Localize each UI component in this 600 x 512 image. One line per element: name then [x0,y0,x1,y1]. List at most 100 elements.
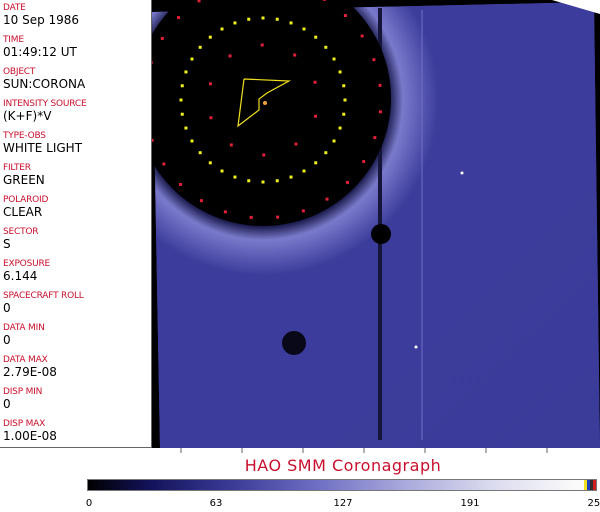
field-label: TYPE-OBS [3,131,46,141]
field-value: 1.00E-08 [3,429,57,443]
red-marker [313,80,317,84]
field-value: 0 [3,397,11,411]
colorbar-label: 0 [85,498,93,509]
occulter-disk [152,0,391,226]
field-label: POLAROID [3,195,49,205]
yellow-marker [338,126,342,130]
field-label: OBJECT [3,67,36,77]
field-label: INTENSITY SOURCE [3,99,87,109]
yellow-marker [289,21,293,25]
field-polaroid: POLAROID CLEAR [3,195,48,219]
yellow-marker [261,180,265,184]
red-marker [260,43,264,47]
yellow-marker [184,126,188,130]
red-marker [208,82,212,86]
field-label: TIME [3,35,24,45]
field-value: (K+F)*V [3,109,52,123]
field-value: CLEAR [3,205,43,219]
red-marker [223,210,227,214]
colorbar-swatch [584,480,587,490]
red-marker [152,60,153,64]
red-marker [362,160,366,164]
yellow-marker [324,151,328,155]
field-label: DISP MIN [3,387,43,397]
yellow-marker [261,16,265,20]
yellow-marker [343,98,347,102]
yellow-marker [338,70,342,74]
field-disp-min: DISP MIN 0 [3,387,42,411]
colorbar-label: 191 [460,498,480,509]
colorbar-swatch [593,480,596,490]
field-disp-max: DISP MAX 1.00E-08 [3,419,57,443]
pylon-line [378,8,382,440]
red-marker [323,0,327,1]
yellow-marker [208,35,212,39]
yellow-marker [190,57,194,61]
red-marker [294,142,298,146]
yellow-marker [220,169,224,173]
red-marker [378,83,382,87]
colorbar-swatch [590,480,593,490]
coronagraph-image [152,0,600,448]
info-panel: DATE 10 Sep 1986 TIME 01:49:12 UT OBJECT SUN:… [0,0,152,448]
field-value: 6.144 [3,269,38,283]
field-value: 01:49:12 UT [3,45,77,59]
bright-point [414,345,418,349]
yellow-marker [332,139,336,143]
field-data-min: DATA MIN 0 [3,323,45,347]
image-corner [552,0,600,14]
red-marker [301,209,305,213]
sun-center-marker [263,101,267,105]
yellow-marker [275,179,279,183]
yellow-marker [314,161,318,165]
red-marker [177,16,181,20]
yellow-marker [247,17,251,21]
red-marker [262,153,266,157]
field-value: 2.79E-08 [3,365,57,379]
field-value: S [3,237,11,251]
field-value: SUN:CORONA [3,77,86,91]
axis-ticks [180,448,548,453]
field-data-max: DATA MAX 2.79E-08 [3,355,57,379]
colorbar [87,479,597,491]
yellow-marker [332,57,336,61]
red-marker [378,110,382,114]
yellow-marker [324,45,328,49]
sun-outline-marker [237,78,292,128]
field-value: 0 [3,301,11,315]
colorbar-swatch [587,480,590,490]
colorbar-label: 127 [333,498,353,509]
yellow-marker [208,161,212,165]
red-marker [162,162,166,166]
field-label: DISP MAX [3,419,46,429]
red-marker [293,53,297,57]
yellow-marker [190,139,194,143]
red-marker [345,180,349,184]
yellow-marker [247,179,251,183]
red-marker [229,143,233,147]
bright-point [460,171,464,175]
yellow-marker [220,27,224,31]
field-value: WHITE LIGHT [3,141,83,155]
field-time: TIME 01:49:12 UT [3,35,77,59]
red-marker [360,34,364,38]
field-exposure: EXPOSURE 6.144 [3,259,50,283]
yellow-marker [180,84,184,88]
field-spacecraft-roll: SPACECRAFT ROLL 0 [3,291,84,315]
red-marker [372,58,376,62]
dark-spot [282,331,306,355]
red-marker [197,0,201,3]
field-label: FILTER [3,163,31,173]
colorbar-label: 255 [587,498,600,509]
field-intensity-source: INTENSITY SOURCE (K+F)*V [3,99,87,123]
yellow-marker [275,17,279,21]
red-marker [228,54,232,58]
red-marker [152,138,154,142]
field-object: OBJECT SUN:CORONA [3,67,85,91]
field-label: SPACECRAFT ROLL [3,291,84,301]
red-marker [325,197,329,201]
field-value: GREEN [3,173,45,187]
red-marker [160,36,164,40]
red-marker [314,114,318,118]
field-label: EXPOSURE [3,259,51,269]
